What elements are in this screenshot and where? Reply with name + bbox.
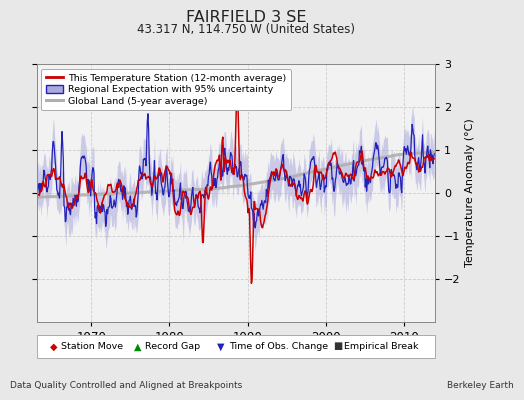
Y-axis label: Temperature Anomaly (°C): Temperature Anomaly (°C) bbox=[465, 119, 475, 267]
Text: ■: ■ bbox=[333, 341, 342, 351]
Text: Station Move: Station Move bbox=[61, 342, 124, 351]
Text: Data Quality Controlled and Aligned at Breakpoints: Data Quality Controlled and Aligned at B… bbox=[10, 381, 243, 390]
Text: ▲: ▲ bbox=[134, 341, 141, 351]
Text: FAIRFIELD 3 SE: FAIRFIELD 3 SE bbox=[186, 10, 307, 25]
Text: Record Gap: Record Gap bbox=[145, 342, 200, 351]
Text: Empirical Break: Empirical Break bbox=[344, 342, 419, 351]
Text: ◆: ◆ bbox=[50, 341, 57, 351]
Text: Berkeley Earth: Berkeley Earth bbox=[447, 381, 514, 390]
Text: Time of Obs. Change: Time of Obs. Change bbox=[229, 342, 328, 351]
Legend: This Temperature Station (12-month average), Regional Expectation with 95% uncer: This Temperature Station (12-month avera… bbox=[41, 69, 291, 110]
Text: ▼: ▼ bbox=[217, 341, 225, 351]
Text: 43.317 N, 114.750 W (United States): 43.317 N, 114.750 W (United States) bbox=[137, 23, 355, 36]
